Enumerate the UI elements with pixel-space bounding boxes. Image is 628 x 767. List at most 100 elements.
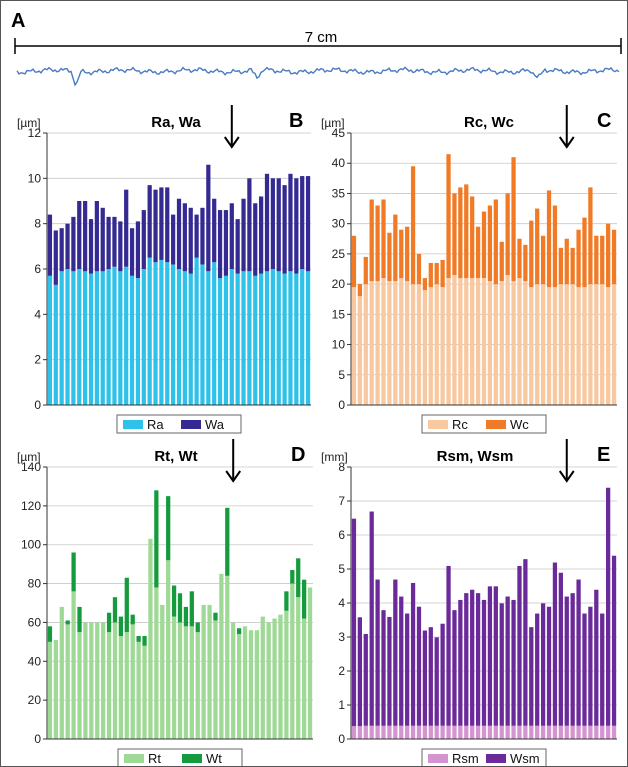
bar-rc-18: [458, 278, 463, 405]
bar-wc-33: [546, 190, 552, 288]
y-tick-label-c-5: 25: [332, 247, 346, 261]
bar-wc-29: [523, 244, 528, 282]
bar-rt-17: [148, 538, 153, 739]
bar-ra-7: [88, 273, 94, 405]
bar-wt-32: [236, 628, 242, 635]
bar-wc-14: [434, 262, 439, 285]
bar-rc-27: [511, 281, 516, 405]
bar-wt-5: [77, 606, 82, 633]
bar-rt-15: [136, 641, 141, 739]
bar-wsm-0: [351, 518, 357, 727]
bar-rc-8: [399, 278, 404, 405]
bar-rc-2: [363, 284, 368, 405]
bar-wa-8: [94, 201, 99, 272]
y-tick-label-c-4: 20: [332, 277, 346, 291]
bar-rt-24: [189, 626, 194, 739]
bar-wc-8: [399, 229, 404, 279]
bar-wt-22: [177, 593, 183, 623]
y-tick-label-c-2: 10: [332, 338, 346, 352]
bar-rsm-12: [422, 725, 428, 739]
bar-ra-43: [300, 269, 305, 405]
unit-label-e: [mm]: [321, 450, 348, 464]
bar-rt-3: [65, 624, 70, 739]
bar-wsm-13: [428, 627, 433, 726]
bar-rsm-5: [381, 725, 386, 739]
bar-rc-36: [564, 284, 569, 405]
bar-wt-14: [130, 614, 135, 625]
bar-wsm-18: [458, 599, 463, 726]
bar-rsm-22: [481, 725, 487, 739]
bar-wsm-5: [381, 610, 386, 726]
bar-wc-6: [387, 232, 392, 282]
legend-swatch-wt: [182, 754, 202, 763]
bar-wc-44: [611, 229, 617, 285]
y-tick-label-d-5: 100: [21, 538, 41, 552]
bar-rc-35: [558, 284, 563, 405]
bar-rc-22: [481, 278, 487, 405]
bar-rc-15: [440, 287, 445, 405]
y-tick-label-b-1: 2: [34, 353, 41, 367]
bar-wt-3: [65, 620, 70, 625]
chart-title-c: Rc, Wc: [464, 114, 514, 131]
bar-wc-9: [405, 226, 410, 282]
bar-wt-23: [183, 606, 189, 627]
bar-rc-13: [428, 287, 433, 405]
bar-ra-26: [200, 264, 205, 405]
bar-wa-12: [118, 221, 123, 272]
bar-ra-35: [253, 275, 258, 405]
bar-wc-21: [475, 226, 481, 279]
y-tick-label-e-6: 6: [338, 528, 345, 542]
bar-wa-42: [294, 178, 299, 274]
bar-wc-40: [588, 187, 593, 285]
bar-wa-1: [53, 230, 58, 285]
bar-wc-32: [540, 235, 546, 285]
bar-rsm-4: [375, 725, 380, 739]
bar-ra-14: [129, 275, 135, 405]
chart-title-b: Ra, Wa: [151, 114, 201, 131]
bar-rsm-30: [529, 725, 534, 739]
bar-wt-18: [154, 490, 159, 588]
bar-wt-20: [166, 496, 171, 561]
y-tick-label-d-0: 0: [34, 732, 41, 746]
bar-rt-10: [106, 632, 112, 739]
chart-title-d: Rt, Wt: [154, 448, 197, 465]
bar-rc-19: [464, 278, 469, 405]
y-tick-label-e-0: 0: [338, 732, 345, 746]
scale-label: 7 cm: [305, 29, 338, 46]
bar-wsm-36: [564, 596, 569, 726]
bar-rsm-7: [393, 725, 398, 739]
bar-wc-25: [499, 241, 504, 282]
bar-rc-30: [529, 287, 534, 405]
bar-wsm-28: [517, 565, 522, 726]
bar-ra-38: [270, 269, 275, 405]
bar-wt-42: [296, 558, 301, 598]
bar-rsm-44: [611, 725, 617, 739]
bar-rt-43: [302, 618, 307, 739]
bar-rt-30: [225, 575, 230, 739]
y-tick-label-e-4: 4: [338, 596, 345, 610]
bar-wsm-15: [440, 623, 445, 726]
bar-wc-15: [440, 259, 445, 288]
bar-rt-34: [248, 630, 254, 739]
bar-wa-17: [147, 185, 152, 258]
bar-rsm-21: [475, 725, 481, 739]
bar-rt-21: [171, 616, 177, 739]
bar-wsm-44: [611, 555, 617, 726]
legend-swatch-wc: [486, 420, 506, 429]
bar-rt-9: [101, 622, 106, 739]
legend-box-e: [421, 748, 547, 766]
bar-rt-23: [183, 626, 189, 739]
bar-ra-19: [159, 259, 164, 405]
bar-wsm-16: [446, 565, 451, 726]
bar-wc-31: [535, 208, 540, 285]
bar-wa-5: [77, 201, 82, 269]
bar-rt-22: [177, 622, 183, 739]
bar-ra-9: [100, 271, 105, 405]
bar-ra-6: [83, 271, 88, 405]
panel-label-a: A: [11, 10, 25, 32]
bar-wa-19: [159, 187, 164, 260]
bar-rt-31: [231, 622, 236, 739]
bar-ra-23: [182, 271, 187, 405]
bar-ra-13: [124, 266, 129, 405]
